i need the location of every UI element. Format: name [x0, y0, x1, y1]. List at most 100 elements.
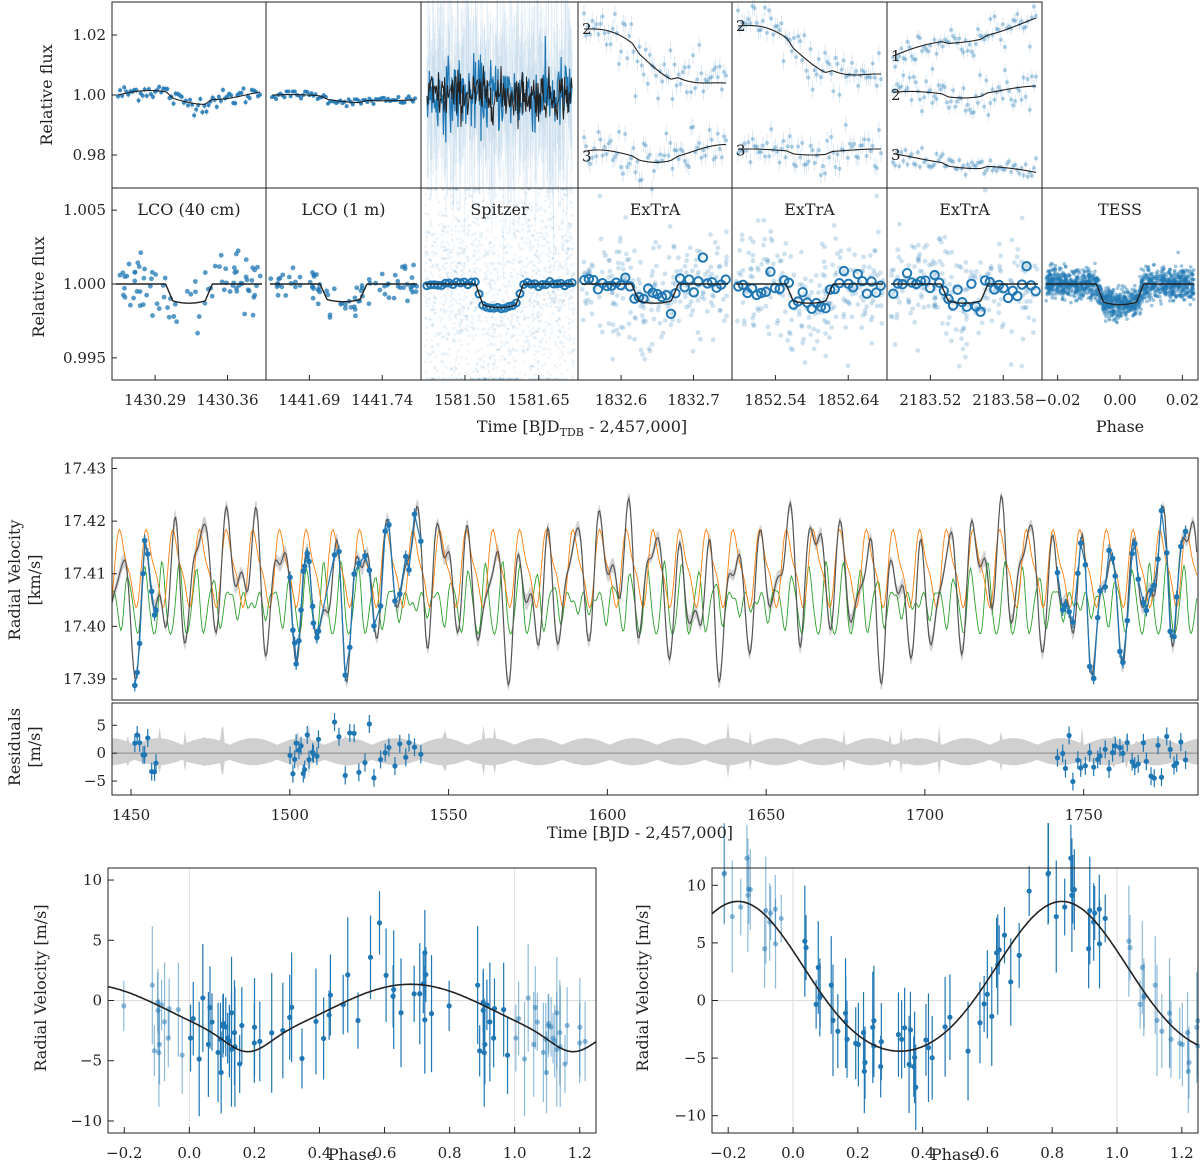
raw-point — [942, 85, 947, 90]
detrended-point — [827, 335, 832, 340]
spitzer-point — [541, 337, 544, 341]
spitzer-point — [522, 240, 526, 244]
spitzer-point — [516, 316, 520, 320]
spitzer-point — [445, 337, 449, 341]
tess-point — [1143, 286, 1147, 290]
spitzer-point — [511, 261, 515, 265]
spitzer-point — [566, 247, 570, 250]
detrended-point — [768, 294, 774, 300]
spitzer-point — [493, 342, 497, 346]
spitzer-point — [537, 235, 541, 239]
spitzer-point — [479, 320, 483, 323]
spitzer-point — [564, 291, 567, 295]
binned-point — [474, 289, 484, 299]
tess-point — [1146, 268, 1151, 273]
spitzer-point — [507, 227, 510, 231]
tess-point — [1094, 276, 1099, 281]
spitzer-point — [507, 243, 510, 247]
spitzer-point — [439, 308, 443, 312]
raw-point — [225, 94, 230, 99]
spitzer-point — [454, 271, 458, 274]
detrended-point — [343, 302, 348, 307]
detrended-point — [140, 302, 146, 308]
detrended-point — [672, 281, 678, 287]
tess-point — [1153, 274, 1158, 279]
spitzer-point — [455, 355, 459, 359]
spitzer-point — [462, 252, 465, 256]
detrended-point — [249, 277, 255, 283]
raw-point — [701, 148, 706, 153]
spitzer-point — [450, 267, 454, 271]
spitzer-point — [455, 237, 459, 241]
raw-point — [835, 61, 840, 66]
tess-point — [1086, 274, 1091, 278]
detrended-point — [1019, 363, 1025, 369]
tess-point — [1079, 292, 1083, 297]
spitzer-point — [430, 250, 434, 254]
detrended-point — [649, 341, 655, 347]
spitzer-point — [433, 295, 436, 299]
raw-point — [282, 95, 287, 100]
tess-point — [1082, 277, 1087, 281]
detrended-point — [603, 253, 608, 259]
raw-point — [703, 77, 708, 82]
tess-point — [1094, 280, 1099, 284]
detrended-point — [310, 295, 316, 301]
tess-point — [1172, 268, 1177, 273]
tess-point — [1169, 295, 1173, 300]
spitzer-point — [441, 360, 445, 364]
spitzer-point — [506, 360, 510, 364]
spitzer-point — [534, 299, 538, 303]
detrended-point — [668, 322, 674, 328]
tess-point — [1102, 295, 1107, 300]
spitzer-point — [469, 320, 473, 324]
tess-point — [1051, 276, 1055, 280]
spitzer-point — [567, 351, 571, 355]
spitzer-point — [491, 252, 495, 255]
spitzer-point — [506, 260, 510, 264]
spitzer-point — [460, 343, 463, 347]
tess-point — [1180, 285, 1184, 289]
spitzer-point — [443, 310, 447, 314]
spitzer-point — [522, 314, 526, 317]
spitzer-point — [572, 287, 575, 291]
tess-point — [1130, 287, 1134, 292]
raw-point — [787, 134, 792, 139]
spitzer-point — [424, 211, 428, 215]
spitzer-point — [565, 193, 568, 197]
tess-point — [1079, 276, 1084, 280]
detrended-point — [715, 245, 721, 251]
tess-point — [1186, 279, 1190, 284]
spitzer-point — [474, 221, 478, 224]
detrended-point — [676, 255, 681, 261]
spitzer-point — [509, 271, 513, 275]
raw-point — [874, 83, 879, 88]
spitzer-point — [445, 271, 448, 275]
spitzer-point — [434, 297, 438, 301]
tess-point — [1051, 284, 1055, 289]
spitzer-point — [445, 230, 449, 233]
spitzer-point — [569, 225, 572, 229]
spitzer-point — [561, 341, 565, 345]
spitzer-point — [496, 292, 499, 296]
detrended-point — [860, 312, 866, 318]
spitzer-point — [508, 260, 512, 264]
spitzer-point — [552, 252, 556, 255]
spitzer-point — [448, 318, 452, 321]
spitzer-point — [435, 263, 439, 267]
spitzer-point — [429, 352, 432, 356]
spitzer-point — [502, 369, 505, 373]
raw-point — [608, 138, 613, 143]
spitzer-point — [554, 246, 557, 249]
spitzer-point — [544, 340, 548, 344]
spitzer-point — [449, 264, 452, 268]
raw-point — [969, 160, 974, 165]
raw-point — [969, 49, 974, 54]
spitzer-point — [431, 308, 435, 312]
spitzer-point — [521, 265, 525, 269]
detrended-point — [276, 276, 282, 282]
spitzer-point — [510, 334, 514, 338]
raw-point — [903, 148, 908, 153]
tess-point — [1189, 295, 1193, 300]
detrended-point — [359, 283, 365, 288]
